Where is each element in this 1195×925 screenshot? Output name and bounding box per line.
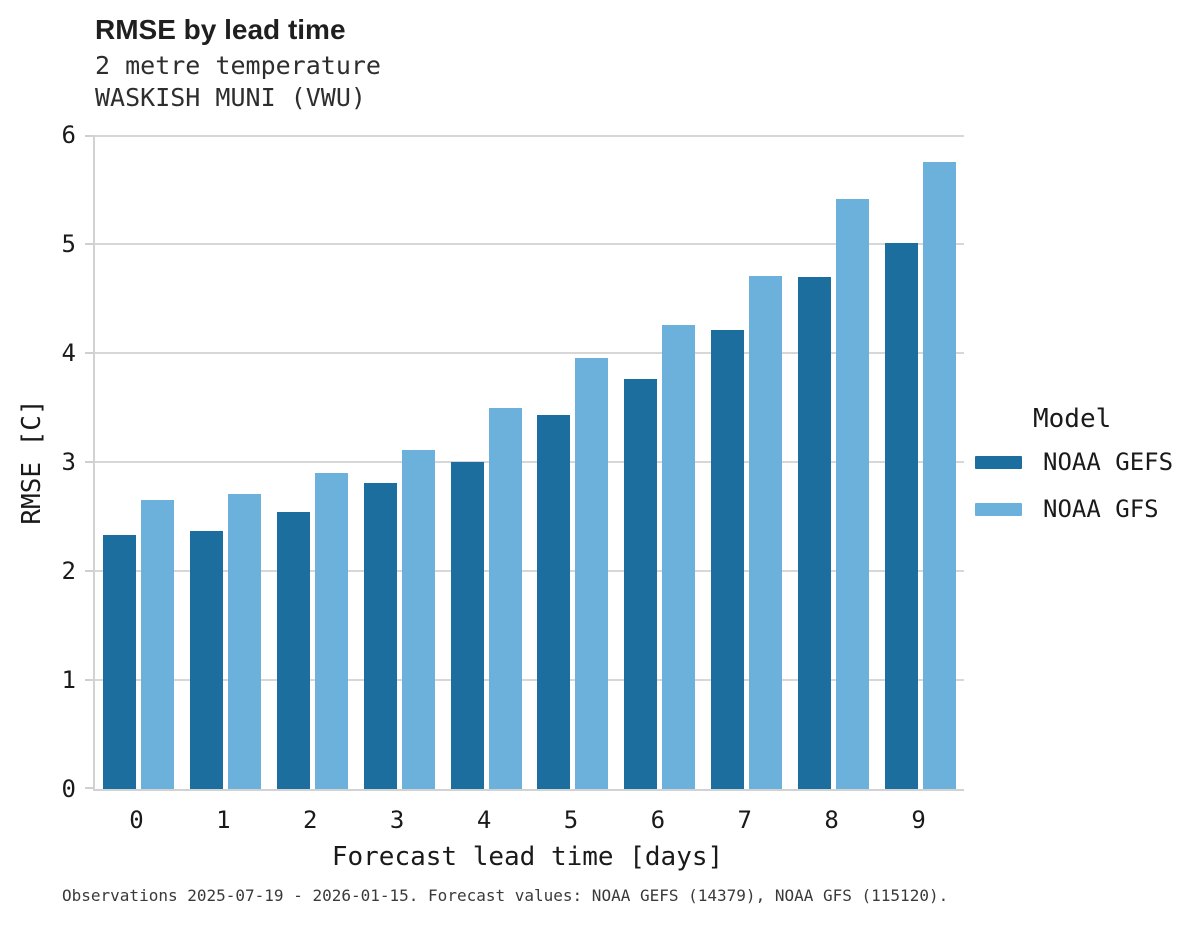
footer-caption: Observations 2025-07-19 - 2026-01-15. Fo… bbox=[62, 886, 949, 905]
bar-noaa-gefs-lead-9 bbox=[885, 242, 919, 789]
y-tick-label-2: 2 bbox=[61, 557, 76, 585]
y-tick-label-3: 3 bbox=[61, 448, 76, 476]
bar-noaa-gfs-lead-5 bbox=[575, 358, 609, 789]
x-tick-label-1: 1 bbox=[216, 806, 231, 834]
y-tick-mark-3 bbox=[85, 461, 93, 463]
bar-noaa-gefs-lead-2 bbox=[276, 512, 310, 789]
bar-noaa-gfs-lead-0 bbox=[140, 500, 174, 789]
y-tick-label-6: 6 bbox=[61, 121, 76, 149]
x-tick-label-0: 0 bbox=[129, 806, 144, 834]
bar-noaa-gefs-lead-6 bbox=[624, 379, 658, 789]
bar-noaa-gefs-lead-0 bbox=[102, 535, 136, 789]
bar-noaa-gefs-lead-8 bbox=[798, 276, 832, 789]
y-tick-mark-4 bbox=[85, 352, 93, 354]
gridline-y-2 bbox=[95, 570, 964, 572]
chart-subtitle-variable: 2 metre temperature bbox=[95, 51, 381, 80]
bar-noaa-gfs-lead-2 bbox=[314, 472, 348, 789]
x-axis-title: Forecast lead time [days] bbox=[331, 842, 724, 872]
legend-swatch-noaa-gefs bbox=[975, 455, 1022, 469]
legend-label: NOAA GEFS bbox=[1043, 448, 1174, 476]
y-tick-label-0: 0 bbox=[61, 775, 76, 803]
legend-label: NOAA GFS bbox=[1043, 495, 1159, 523]
gridline-y-1 bbox=[95, 679, 964, 681]
bar-noaa-gfs-lead-1 bbox=[227, 493, 261, 789]
x-tick-label-3: 3 bbox=[389, 806, 405, 834]
bar-noaa-gfs-lead-9 bbox=[923, 162, 957, 789]
bar-noaa-gefs-lead-3 bbox=[363, 482, 397, 789]
x-tick-label-7: 7 bbox=[737, 806, 752, 834]
plot-area bbox=[85, 135, 964, 791]
y-tick-mark-2 bbox=[85, 570, 93, 572]
x-tick-labels: 0 1 2 3 4 5 6 7 8 9 bbox=[93, 806, 962, 836]
legend-swatch-noaa-gfs bbox=[975, 502, 1022, 516]
y-tick-label-4: 4 bbox=[61, 339, 76, 367]
gridline-y-4 bbox=[95, 352, 964, 354]
bar-noaa-gefs-lead-7 bbox=[711, 330, 745, 789]
bar-noaa-gfs-lead-6 bbox=[662, 324, 696, 789]
gridline-y-5 bbox=[95, 243, 964, 245]
y-tick-mark-0 bbox=[85, 787, 93, 789]
x-tick-label-9: 9 bbox=[911, 806, 926, 834]
x-tick-label-8: 8 bbox=[824, 806, 839, 834]
x-tick-label-4: 4 bbox=[476, 806, 492, 834]
bar-noaa-gefs-lead-5 bbox=[537, 415, 571, 789]
bar-noaa-gefs-lead-1 bbox=[189, 530, 223, 789]
y-tick-labels: 0 1 2 3 4 5 6 bbox=[26, 121, 76, 803]
bar-noaa-gfs-lead-3 bbox=[401, 450, 435, 789]
bar-noaa-gfs-lead-4 bbox=[488, 407, 522, 789]
x-tick-label-6: 6 bbox=[650, 806, 666, 834]
legend-entry-noaa-gfs: NOAA GFS bbox=[975, 495, 1173, 523]
bar-noaa-gfs-lead-8 bbox=[836, 199, 870, 789]
gridline-y-3 bbox=[95, 461, 964, 463]
bar-noaa-gfs-lead-7 bbox=[749, 275, 783, 789]
chart-title: RMSE by lead time bbox=[95, 14, 346, 45]
y-tick-mark-1 bbox=[85, 679, 93, 681]
legend: Model NOAA GEFS NOAA GFS bbox=[975, 404, 1173, 542]
legend-entry-noaa-gefs: NOAA GEFS bbox=[975, 448, 1173, 476]
legend-entries: NOAA GEFS NOAA GFS bbox=[975, 448, 1173, 523]
y-tick-mark-6 bbox=[85, 135, 93, 137]
x-tick-label-2: 2 bbox=[303, 806, 318, 834]
y-tick-label-5: 5 bbox=[61, 230, 76, 258]
y-tick-label-1: 1 bbox=[61, 666, 76, 694]
bar-noaa-gefs-lead-4 bbox=[450, 462, 484, 789]
x-tick-label-5: 5 bbox=[563, 806, 579, 834]
gridline-y-6 bbox=[95, 135, 964, 137]
legend-title: Model bbox=[1033, 404, 1112, 434]
chart-subtitle-station: WASKISH MUNI (VWU) bbox=[95, 83, 366, 112]
y-tick-mark-5 bbox=[85, 243, 93, 245]
